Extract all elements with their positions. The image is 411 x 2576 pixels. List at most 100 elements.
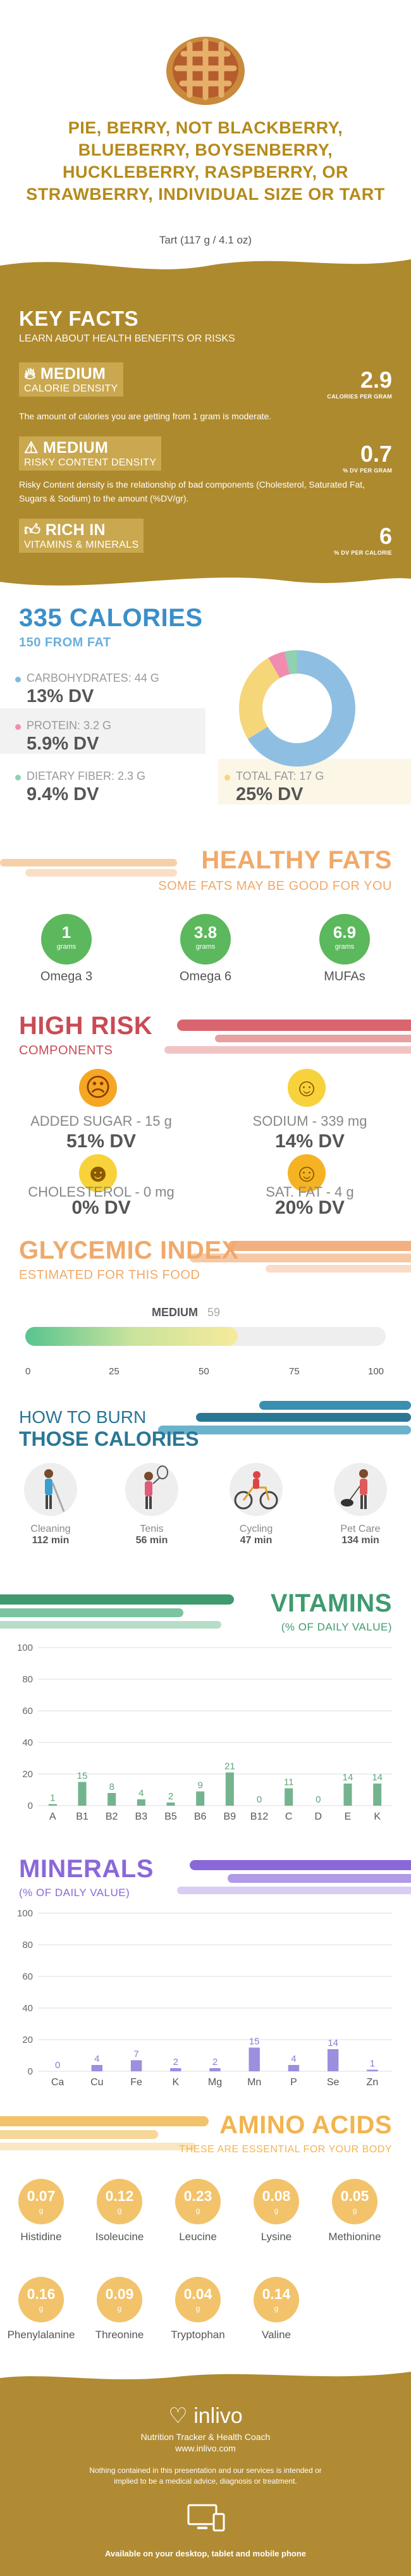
fat-box: TOTAL FAT: 17 g 25% DV bbox=[218, 759, 411, 804]
vitamin-value-label: 4 bbox=[138, 1788, 144, 1799]
activity-name: Cleaning bbox=[30, 1524, 71, 1534]
calorie-density-desc: The amount of calories you are getting f… bbox=[19, 411, 272, 421]
risk-density-value: 0.7 % DV PER GRAM bbox=[343, 441, 392, 474]
footer-tagline: Nutrition Tracker & Health Coach bbox=[140, 2432, 271, 2442]
donut-slice-carbs bbox=[247, 650, 355, 767]
amino-label: Methionine bbox=[328, 2231, 381, 2243]
vitamin-category-label: B9 bbox=[224, 1811, 236, 1822]
activity-cycling: Cycling 47 min bbox=[215, 1461, 297, 1546]
wave-divider bbox=[0, 2365, 411, 2379]
vitamin-value-label: 14 bbox=[372, 1772, 383, 1783]
minerals-section: MINERALS (% OF DAILY VALUE) 0 20 40 60 80 100… bbox=[0, 1850, 411, 2106]
mineral-value-label: 2 bbox=[173, 2057, 178, 2068]
activity-tenis: Tenis 56 min bbox=[111, 1461, 193, 1546]
activity-minutes: 56 min bbox=[135, 1535, 168, 1546]
pet-care-icon bbox=[334, 1463, 387, 1516]
serving-size: Tart (117 g / 4.1 oz) bbox=[159, 234, 252, 246]
omega6-unit: grams bbox=[195, 943, 216, 951]
footer-available: Available on your desktop, tablet and mo… bbox=[104, 2549, 307, 2558]
protein-dot bbox=[15, 724, 21, 730]
wave-divider bbox=[0, 259, 411, 281]
amino-value: 0.14 bbox=[262, 2286, 291, 2302]
calorie-density-unit: CALORIES PER GRAM bbox=[327, 393, 392, 400]
amino-value: 0.23 bbox=[183, 2188, 212, 2204]
risk-density-label: RISKY CONTENT DENSITY bbox=[24, 457, 157, 468]
burn-section: HOW TO BURN THOSE CALORIES Cleaning 112 … bbox=[0, 1395, 411, 1584]
amino-unit: g bbox=[274, 2304, 279, 2313]
mineral-bar-Fe bbox=[130, 2060, 142, 2071]
wave-divider bbox=[0, 577, 411, 591]
stripe-decoration bbox=[164, 1020, 411, 1054]
footer-url[interactable]: www.inlivo.com bbox=[175, 2443, 236, 2453]
activity-pet-care: Pet Care 134 min bbox=[319, 1461, 402, 1546]
gi-value: 59 bbox=[207, 1306, 221, 1319]
vitamin-category-label: B6 bbox=[194, 1811, 207, 1822]
burn-heading-1: HOW TO BURN bbox=[19, 1407, 147, 1427]
gi-tick: 0 bbox=[25, 1366, 31, 1377]
mineral-bar-Zn bbox=[367, 2069, 378, 2071]
vitamin-value-label: 21 bbox=[224, 1761, 235, 1772]
y-tick-label: 0 bbox=[28, 1801, 33, 1811]
vitamin-value-label: 0 bbox=[257, 1794, 262, 1805]
mineral-value-label: 15 bbox=[249, 2037, 260, 2047]
vitamin-category-label: A bbox=[49, 1811, 56, 1822]
vitamin-value-label: 2 bbox=[168, 1791, 173, 1802]
calories-section: 335 CALORIES 150 FROM FAT CARBOHYDRATES:… bbox=[0, 591, 411, 841]
vitamin-bar-B1 bbox=[78, 1782, 87, 1806]
fiber-label: DIETARY FIBER: 2.3 g bbox=[27, 770, 146, 782]
fat-dv: 25% DV bbox=[236, 784, 304, 804]
calorie-density-label: CALORIE DENSITY bbox=[24, 383, 118, 394]
mineral-category-label: Cu bbox=[90, 2077, 103, 2088]
vitamin-category-label: K bbox=[374, 1811, 381, 1822]
amino-value: 0.08 bbox=[262, 2188, 291, 2204]
vitamin-bar-B2 bbox=[107, 1793, 116, 1806]
gi-tick: 100 bbox=[368, 1366, 384, 1377]
y-tick-label: 100 bbox=[17, 1642, 33, 1653]
activity-minutes: 112 min bbox=[32, 1535, 70, 1546]
mineral-value-label: 4 bbox=[291, 2054, 296, 2064]
amino-lysine: 0.08 g Lysine bbox=[238, 2179, 314, 2243]
key-facts-section: KEY FACTS LEARN ABOUT HEALTH BENEFITS OR… bbox=[0, 281, 411, 591]
omega3-value: 1 bbox=[61, 923, 71, 942]
fat-label: TOTAL FAT: 17 g bbox=[236, 770, 324, 782]
cholesterol-dv: 0% DV bbox=[71, 1197, 131, 1218]
vitamins-subheading: (% OF DAILY VALUE) bbox=[281, 1621, 392, 1633]
mineral-value-label: 1 bbox=[370, 2059, 375, 2069]
activity-minutes: 47 min bbox=[240, 1535, 273, 1546]
mineral-category-label: Ca bbox=[51, 2077, 64, 2088]
rich-number: 6 bbox=[379, 523, 392, 549]
amino-value: 0.07 bbox=[27, 2188, 56, 2204]
vitamin-value-label: 0 bbox=[316, 1794, 321, 1805]
sad-face-icon: ☹ bbox=[79, 1069, 117, 1107]
vitamin-value-label: 14 bbox=[343, 1772, 353, 1783]
vitamins-heading: VITAMINS bbox=[270, 1589, 392, 1617]
amino-circle: 0.07 g bbox=[18, 2179, 64, 2224]
calorie-density-level: MEDIUM bbox=[40, 365, 106, 383]
vitamin-value-label: 1 bbox=[50, 1793, 55, 1804]
minerals-heading: MINERALS bbox=[19, 1855, 154, 1883]
y-tick-label: 60 bbox=[22, 1706, 33, 1716]
added-sugar-label: ADDED SUGAR - 15 g bbox=[30, 1113, 172, 1129]
amino-circle: 0.05 g bbox=[332, 2179, 377, 2224]
mineral-value-label: 4 bbox=[94, 2054, 99, 2064]
macro-donut-chart bbox=[239, 650, 355, 767]
omega3-label: Omega 3 bbox=[40, 970, 93, 983]
footer-brand: ♡ inlivo bbox=[0, 2403, 411, 2429]
amino-histidine: 0.07 g Histidine bbox=[3, 2179, 79, 2243]
amino-label: Tryptophan bbox=[171, 2329, 225, 2341]
amino-subheading: THESE ARE ESSENTIAL FOR YOUR BODY bbox=[179, 2144, 392, 2155]
amino-label: Lysine bbox=[261, 2231, 292, 2243]
amino-unit: g bbox=[195, 2206, 200, 2215]
carbs-dv: 13% DV bbox=[27, 686, 94, 706]
vitamin-bar-B9 bbox=[225, 1772, 234, 1806]
devices-icon bbox=[187, 2504, 225, 2532]
tennis-icon bbox=[125, 1463, 178, 1516]
gi-tick: 75 bbox=[289, 1366, 300, 1377]
amino-circle: 0.12 g bbox=[97, 2179, 142, 2224]
amino-unit: g bbox=[352, 2206, 357, 2215]
fats-heading: HEALTHY FATS bbox=[201, 846, 392, 874]
omega3-unit: grams bbox=[56, 943, 77, 951]
amino-methionine: 0.05 g Methionine bbox=[317, 2179, 393, 2243]
vitamin-value-label: 8 bbox=[109, 1782, 114, 1792]
amino-heading: AMINO ACIDS bbox=[219, 2111, 392, 2139]
